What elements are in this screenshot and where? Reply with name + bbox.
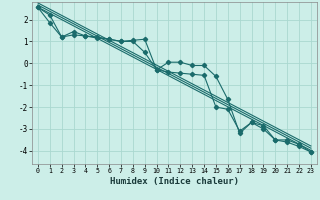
X-axis label: Humidex (Indice chaleur): Humidex (Indice chaleur) xyxy=(110,177,239,186)
